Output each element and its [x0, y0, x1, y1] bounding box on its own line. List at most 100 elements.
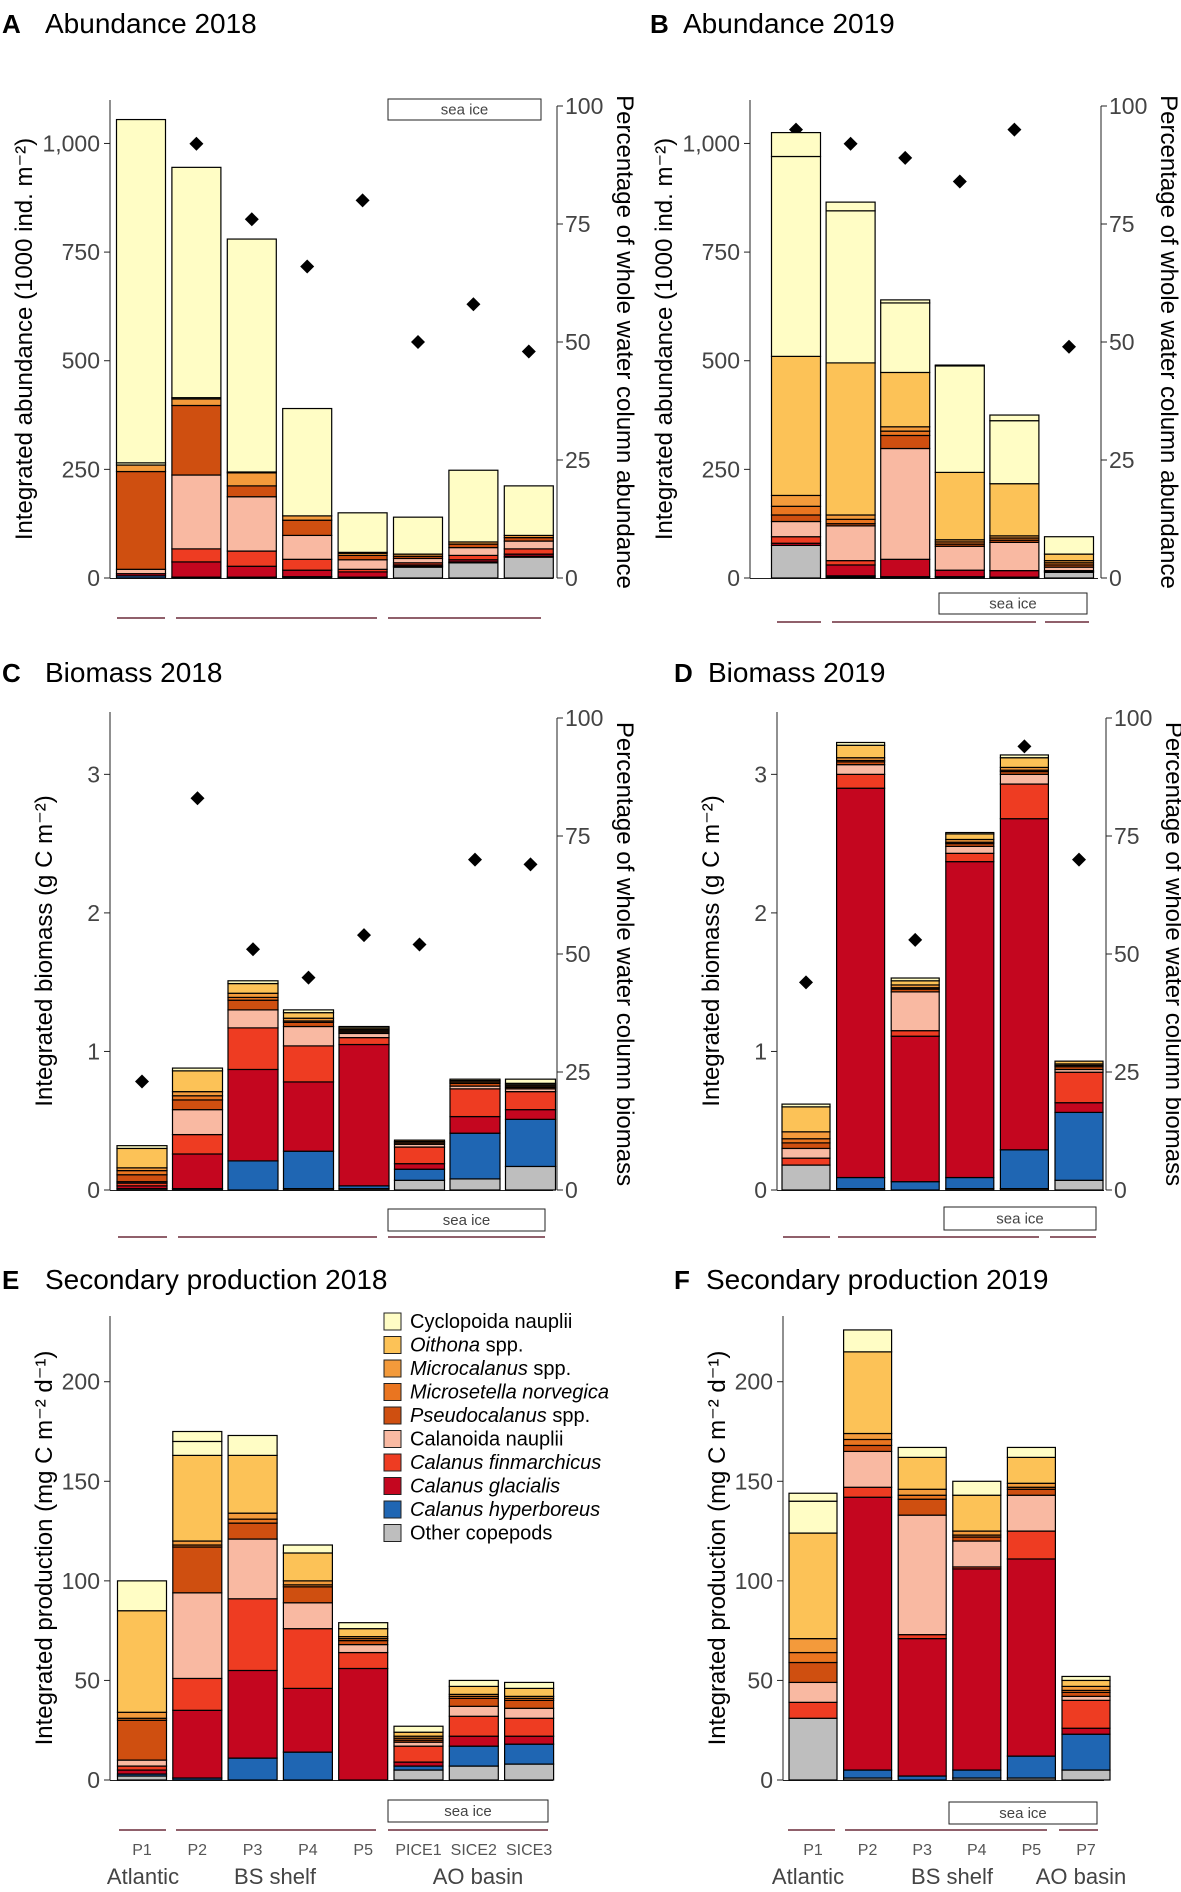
panel-letter: E: [2, 1265, 19, 1295]
y-tick-label: 500: [702, 348, 740, 374]
station-label: SICE3: [506, 1842, 552, 1859]
bar-segment-top: [770, 131, 822, 158]
bar-segment-calanus-glacialis: [171, 561, 222, 578]
bar-segment-top: [226, 238, 277, 473]
station-label: P7: [1076, 1842, 1096, 1859]
legend-swatch: [383, 1312, 402, 1331]
bar-segment-cyclopoida-nauplii: [825, 210, 876, 364]
legend-label-plain: spp.: [480, 1335, 523, 1357]
bar-segment-calanus-hyperboreus: [227, 1757, 278, 1781]
bar-segment-pseudocalanus-spp: [897, 1498, 947, 1516]
legend-swatch: [383, 1336, 402, 1354]
bar-segment-oithona-spp: [842, 1351, 893, 1435]
legend-label: Calanoida nauplii: [410, 1429, 563, 1451]
bar-segment-calanus-hyperboreus: [449, 1132, 501, 1180]
bar-segment-cyclopoida-nauplii: [842, 1329, 893, 1353]
bar-segment-calanus-hyperboreus: [504, 1743, 555, 1765]
bar-segment-top: [504, 1078, 557, 1084]
bar-segment-cyclopoida-nauplii: [172, 1440, 223, 1456]
bar-segment-microsetella-norvegica: [171, 1095, 224, 1101]
bar-segment-cyclopoida-nauplii: [952, 1480, 1002, 1496]
bar-segment-calanus-glacialis: [825, 564, 876, 577]
bar-segment-calanus-glacialis: [989, 570, 1040, 578]
legend-label: Calanus finmarchicus: [410, 1452, 601, 1474]
bar-segment-cyclopoida-nauplii: [999, 754, 1050, 759]
sea-ice-label: sea ice: [996, 1211, 1044, 1228]
bar-segment-oithona-spp: [880, 371, 931, 428]
bar-segment-cyclopoida-nauplii: [449, 1078, 501, 1082]
sea-ice-label: sea ice: [441, 102, 489, 119]
bar-segment-microcalanus-spp: [227, 992, 279, 999]
percent-diamond: [412, 937, 427, 952]
legend-label-plain: spp.: [528, 1358, 571, 1380]
bar-segment-calanus-glacialis: [337, 571, 388, 578]
station-label: P1: [803, 1842, 823, 1859]
bar-segment-microcalanus-spp: [226, 472, 277, 487]
bar-segment-calanus-finmarchicus: [172, 1677, 223, 1711]
y-tick-label: 150: [62, 1468, 100, 1494]
percent-diamond: [521, 344, 536, 359]
y-tick-label: 50: [747, 1667, 773, 1693]
station-label: P3: [912, 1842, 932, 1859]
bar-segment-microcalanus-spp: [781, 1131, 831, 1140]
bar-segment-cyclopoida-nauplii: [1061, 1675, 1111, 1682]
bar-segment-microcalanus-spp: [825, 514, 876, 520]
bar-segment-oithona-spp: [282, 1552, 333, 1582]
bar-segment-cyclopoida-nauplii: [227, 1434, 278, 1456]
y2-tick-label: 25: [1114, 1059, 1140, 1085]
station-label: SICE2: [451, 1842, 497, 1859]
percent-diamond: [411, 335, 425, 349]
bar-segment-calanus-hyperboreus: [227, 1160, 279, 1191]
bar-segment-calanus-finmarchicus: [770, 536, 822, 544]
bar-segment-other-copepods: [504, 1165, 557, 1191]
y-tick-label: 750: [62, 239, 100, 265]
station-label: P1: [132, 1842, 152, 1859]
bar-segment-calanoida-nauplii: [897, 1514, 947, 1636]
bar-segment-calanus-hyperboreus: [842, 1769, 893, 1779]
bar-segment-microcalanus-spp: [880, 426, 931, 432]
bar-segment-calanus-glacialis: [448, 1735, 499, 1747]
bar-segment-calanus-finmarchicus: [1006, 1530, 1057, 1560]
bar-segment-cyclopoida-nauplii: [835, 741, 886, 746]
bar-segment-calanus-finmarchicus: [504, 1717, 555, 1737]
y-tick-label: 1: [754, 1038, 767, 1064]
y2-axis-title: Percentage of whole water column biomass: [611, 722, 638, 1186]
bar-segment-calanus-glacialis: [897, 1638, 947, 1777]
bar-segment-calanoida-nauplii: [788, 1681, 838, 1703]
y-tick-label: 0: [754, 1177, 767, 1203]
percent-diamond: [355, 193, 370, 208]
percent-diamond: [523, 857, 538, 872]
bar-segment-calanus-finmarchicus: [171, 548, 222, 563]
panel-title: Secondary production 2018: [45, 1264, 387, 1295]
y-tick-label: 200: [62, 1369, 100, 1395]
bar-segment-calanus-finmarchicus: [503, 548, 554, 555]
bar-segment-calanoida-nauplii: [890, 991, 940, 1032]
percent-diamond: [1017, 739, 1032, 754]
legend-swatch: [383, 1524, 402, 1542]
bar-segment-calanus-finmarchicus: [338, 1036, 390, 1046]
bar-segment-pseudocalanus-spp: [1006, 1488, 1057, 1496]
legend-label-plain: spp.: [547, 1405, 590, 1427]
bar-segment-calanus-finmarchicus: [788, 1701, 838, 1719]
bar-segment-calanus-hyperboreus: [1054, 1111, 1104, 1181]
bar-segment-calanoida-nauplii: [282, 534, 333, 560]
y-tick-label: 750: [702, 239, 740, 265]
y-tick-label: 2: [754, 900, 767, 926]
bar-segment-calanoida-nauplii: [227, 1009, 279, 1029]
bar-segment-calanoida-nauplii: [338, 1032, 390, 1039]
bar-segment-oithona-spp: [825, 362, 876, 516]
bar-segment-cyclopoida-nauplii: [897, 1446, 947, 1458]
bar-segment-other-copepods: [788, 1717, 838, 1781]
bar-segment-calanus-finmarchicus: [171, 1133, 224, 1155]
bar-segment-oithona-spp: [770, 355, 822, 497]
bar-segment-calanoida-nauplii: [842, 1450, 893, 1488]
legend-label: Microcalanus spp.: [410, 1358, 571, 1380]
bar-segment-oithona-spp: [282, 1012, 335, 1019]
bar-segment-calanoida-nauplii: [171, 1109, 224, 1136]
bar-segment-oithona-spp: [116, 1147, 168, 1169]
bar-segment-pseudocalanus-spp: [115, 470, 167, 570]
legend-swatch: [383, 1383, 402, 1401]
bar-segment-oithona-spp: [897, 1456, 947, 1490]
bar-segment-pseudocalanus-spp: [880, 434, 931, 450]
